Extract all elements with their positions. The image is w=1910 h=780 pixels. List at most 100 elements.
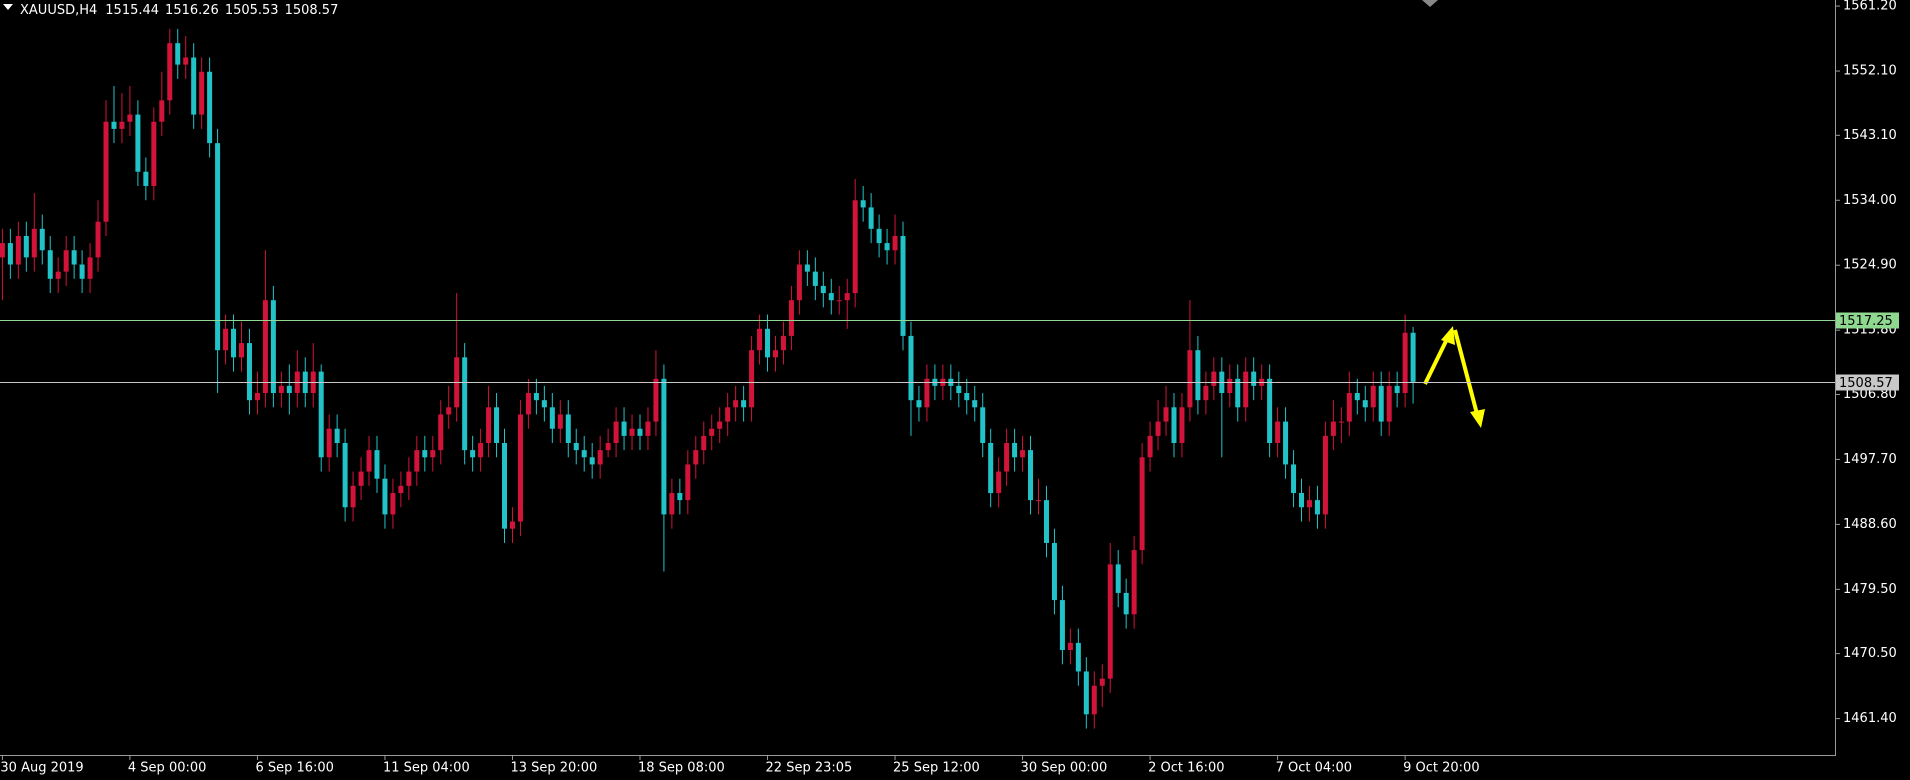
candle-body xyxy=(334,428,340,444)
candle-body xyxy=(358,471,364,486)
candle-body xyxy=(278,385,284,394)
candle-body xyxy=(653,378,659,422)
candle-body xyxy=(1004,443,1010,472)
candle-body xyxy=(1283,421,1289,465)
candle-body xyxy=(733,400,739,408)
candle-body xyxy=(1020,450,1026,458)
chart-header: XAUUSD,H4 1515.44 1516.26 1505.53 1508.57 xyxy=(20,3,338,18)
x-tick-label: 7 Oct 04:00 xyxy=(1276,761,1352,776)
candle-body xyxy=(852,200,858,294)
candle-body xyxy=(757,328,763,351)
candle-body xyxy=(422,450,428,458)
candle-body xyxy=(318,371,324,458)
candle-body xyxy=(1036,500,1041,502)
candle-body xyxy=(844,293,850,301)
candle-body xyxy=(916,400,922,408)
candle-body xyxy=(486,407,492,444)
candle-body xyxy=(1275,421,1281,444)
candle-body xyxy=(868,207,874,229)
y-tick-label: 1543.10 xyxy=(1843,128,1897,143)
candle-body xyxy=(1083,671,1089,715)
candle-body xyxy=(1131,550,1137,615)
candle-body xyxy=(836,300,842,302)
candle-body xyxy=(509,521,515,529)
candle-body xyxy=(7,243,13,265)
low-value: 1505.53 xyxy=(225,3,279,18)
arrow-down xyxy=(1453,329,1479,415)
candle-body xyxy=(1410,332,1416,382)
x-tick-label: 9 Oct 20:00 xyxy=(1403,761,1479,776)
y-tick-label: 1552.10 xyxy=(1843,64,1897,79)
candle-body xyxy=(924,378,930,408)
candle-body xyxy=(812,271,818,286)
candle-body xyxy=(127,114,133,122)
candle-body xyxy=(438,414,444,451)
candle-body xyxy=(1243,371,1249,408)
candle-body xyxy=(270,300,276,394)
candle-body xyxy=(621,421,627,436)
candle-body xyxy=(1028,450,1034,501)
candle-body xyxy=(1362,400,1368,408)
candle-body xyxy=(788,300,794,336)
candle-body xyxy=(366,450,372,472)
candle-body xyxy=(1107,564,1113,679)
symbol: XAUUSD,H4 xyxy=(20,3,97,18)
y-tick-label: 1561.20 xyxy=(1843,0,1897,14)
candle-body xyxy=(1306,500,1312,508)
candle-body xyxy=(1075,642,1081,672)
candle-body xyxy=(406,471,412,486)
candle-body xyxy=(470,450,476,458)
candle-body xyxy=(1346,393,1352,422)
candle-body xyxy=(63,250,69,272)
candle-body xyxy=(231,328,237,358)
candle-body xyxy=(1012,443,1018,458)
candle-body xyxy=(565,414,571,444)
candle-body xyxy=(286,385,292,394)
candle-body xyxy=(239,343,244,358)
candle-body xyxy=(533,393,539,401)
candle-body xyxy=(199,71,205,115)
candle-body xyxy=(685,464,691,501)
candle-body xyxy=(1314,500,1320,515)
open-value: 1515.44 xyxy=(105,3,159,18)
candle-body xyxy=(31,228,37,258)
candle-body xyxy=(1123,592,1129,615)
candle-body xyxy=(597,450,603,465)
x-tick-label: 25 Sep 12:00 xyxy=(893,761,980,776)
candle-body xyxy=(1354,393,1360,401)
candle-body xyxy=(135,114,141,172)
candle-body xyxy=(1115,564,1121,593)
x-tick-label: 6 Sep 16:00 xyxy=(255,761,334,776)
arrow-up xyxy=(1423,336,1450,385)
price-label-box xyxy=(1836,374,1899,391)
candle-body xyxy=(1322,435,1328,515)
x-tick-label: 30 Sep 00:00 xyxy=(1021,761,1108,776)
candle-body xyxy=(693,450,699,465)
candle-body xyxy=(382,478,388,515)
candle-body xyxy=(1171,407,1177,444)
candle-body xyxy=(525,393,531,415)
candle-body xyxy=(326,428,332,458)
candle-body xyxy=(262,300,268,394)
candle-body xyxy=(629,428,635,436)
candle-body xyxy=(159,100,165,122)
candle-body xyxy=(502,443,508,529)
candle-body xyxy=(605,443,611,451)
candle-body xyxy=(900,235,906,336)
candle-body xyxy=(1227,378,1233,394)
candle-body xyxy=(1195,350,1201,401)
y-tick-label: 1479.50 xyxy=(1843,582,1897,597)
candle-body xyxy=(1179,407,1185,444)
x-tick-label: 13 Sep 20:00 xyxy=(510,761,597,776)
candle-body xyxy=(772,350,778,358)
candle-body xyxy=(1386,385,1392,422)
candle-body xyxy=(151,121,157,186)
candle-body xyxy=(828,293,834,301)
candle-body xyxy=(613,421,619,444)
candle-body xyxy=(15,235,21,265)
candle-body xyxy=(1139,457,1145,551)
candle-body xyxy=(980,407,986,444)
candle-body xyxy=(1091,685,1097,715)
candle-body xyxy=(549,407,555,429)
